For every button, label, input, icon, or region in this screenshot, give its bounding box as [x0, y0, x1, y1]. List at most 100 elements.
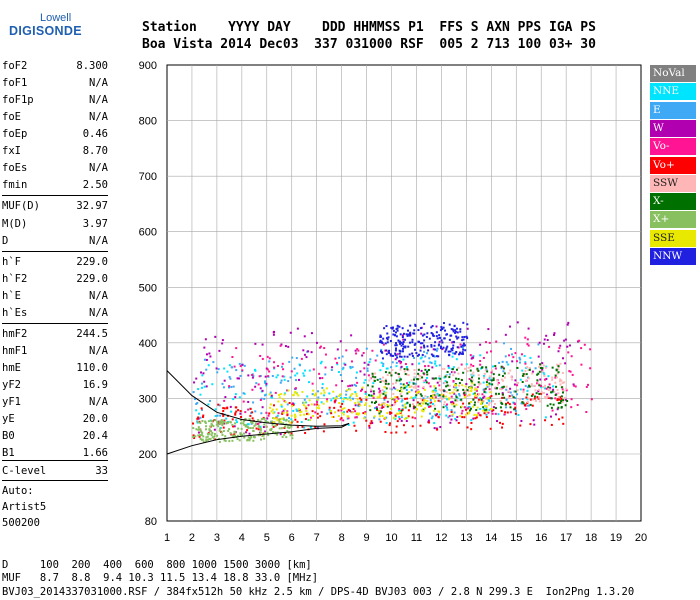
data-point	[303, 413, 306, 416]
param-key: D	[2, 235, 9, 247]
data-point	[447, 364, 450, 367]
data-point	[337, 414, 340, 417]
data-point	[222, 426, 225, 429]
data-point	[454, 399, 457, 402]
data-point	[536, 396, 539, 399]
data-point	[433, 389, 436, 392]
data-point	[501, 392, 504, 395]
data-point	[555, 369, 558, 372]
data-point	[307, 404, 310, 407]
data-point	[441, 398, 444, 401]
data-point	[479, 382, 482, 385]
data-point	[510, 347, 513, 350]
data-point	[472, 398, 475, 401]
data-point	[514, 379, 517, 382]
data-point	[404, 406, 407, 409]
data-point	[297, 378, 300, 381]
data-point	[292, 403, 295, 406]
data-point	[300, 410, 303, 413]
data-point	[192, 434, 195, 437]
data-point	[492, 400, 495, 403]
data-point	[430, 326, 433, 329]
data-point	[401, 350, 404, 353]
data-point	[221, 342, 224, 345]
ionogram-chart: 1 2 3 4 5 6 7 8 9 10 11 12 13 14 15 16 17 18 19 20802003004…	[139, 60, 647, 544]
data-point	[461, 409, 464, 412]
data-point	[363, 404, 366, 407]
param-key: h`Es	[2, 307, 28, 319]
data-point	[508, 325, 511, 328]
data-point	[559, 378, 562, 381]
data-point	[537, 390, 540, 393]
data-point	[448, 384, 451, 387]
data-point	[239, 374, 242, 377]
data-point	[470, 419, 473, 422]
data-point	[414, 384, 417, 387]
data-point	[208, 399, 211, 402]
data-point	[378, 412, 381, 415]
data-point	[467, 406, 470, 409]
data-point	[227, 429, 230, 432]
data-point	[252, 429, 255, 432]
param-value: 244.5	[76, 328, 108, 340]
data-point	[197, 388, 200, 391]
data-point	[576, 403, 579, 406]
data-point	[198, 435, 201, 438]
data-point	[419, 424, 422, 427]
data-point	[400, 341, 403, 344]
lowell-logo-text: Lowell	[40, 12, 72, 24]
data-point	[485, 410, 488, 413]
data-point	[398, 409, 401, 412]
data-point	[505, 398, 508, 401]
data-point	[394, 352, 397, 355]
data-point	[461, 336, 464, 339]
x-tick-label: 11	[411, 532, 422, 544]
data-point	[283, 408, 286, 411]
data-point	[290, 370, 293, 373]
data-point	[314, 411, 317, 414]
data-point	[542, 342, 545, 345]
data-point	[381, 351, 384, 354]
data-point	[317, 390, 320, 393]
data-point	[319, 362, 322, 365]
data-point	[349, 384, 352, 387]
data-point	[413, 332, 416, 335]
data-point	[586, 383, 589, 386]
data-point	[235, 419, 238, 422]
param-row: D N/A	[2, 235, 108, 253]
data-point	[560, 406, 563, 409]
data-point	[379, 404, 382, 407]
data-point	[214, 408, 217, 411]
data-point	[557, 402, 560, 405]
data-point	[483, 408, 486, 411]
data-point	[437, 355, 440, 358]
data-point	[445, 395, 448, 398]
data-point	[343, 362, 346, 365]
data-point	[283, 392, 286, 395]
data-point	[269, 406, 272, 409]
data-point	[421, 353, 424, 356]
data-point	[386, 403, 389, 406]
data-point	[227, 386, 230, 389]
data-point	[400, 344, 403, 347]
data-point	[390, 372, 393, 375]
data-point	[303, 374, 306, 377]
data-point	[192, 435, 195, 438]
data-point	[220, 420, 223, 423]
data-point	[383, 327, 386, 330]
data-point	[435, 427, 438, 430]
data-point	[476, 367, 479, 370]
data-point	[370, 401, 373, 404]
data-point	[316, 425, 319, 428]
data-point	[320, 401, 323, 404]
data-point	[379, 377, 382, 380]
data-point	[304, 369, 307, 372]
data-point	[313, 403, 316, 406]
data-point	[279, 393, 282, 396]
data-point	[537, 397, 540, 400]
data-point	[561, 371, 564, 374]
data-point	[540, 384, 543, 387]
data-point	[435, 335, 438, 338]
data-point	[306, 395, 309, 398]
data-point	[379, 339, 382, 342]
